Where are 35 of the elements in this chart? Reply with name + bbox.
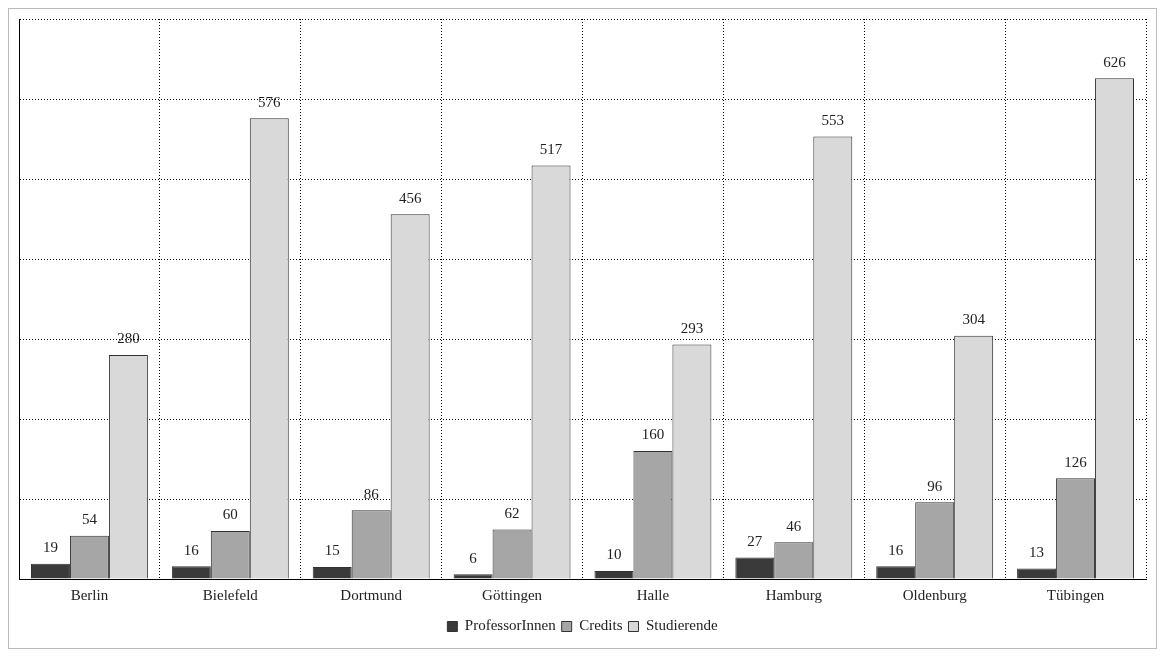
data-label: 160 <box>641 426 665 443</box>
data-label: 54 <box>81 511 98 528</box>
data-label: 304 <box>962 311 986 328</box>
legend-label: ProfessorInnen <box>464 617 557 634</box>
data-label: 517 <box>539 140 563 157</box>
data-label: 19 <box>42 539 58 556</box>
data-label: 15 <box>324 542 340 559</box>
data-label: 10 <box>606 546 622 563</box>
data-label: 13 <box>1029 544 1045 561</box>
x-tick-label: Tübingen <box>1046 586 1105 603</box>
x-tick-label: Hamburg <box>765 586 823 603</box>
data-label: 86 <box>363 485 380 502</box>
legend-label: Credits <box>579 617 623 634</box>
data-label: 27 <box>747 532 763 549</box>
x-tick-label: Halle <box>636 586 670 603</box>
data-label: 126 <box>1064 453 1088 470</box>
data-label: 626 <box>1103 53 1127 70</box>
data-label: 60 <box>222 506 238 523</box>
data-label: 293 <box>680 320 704 337</box>
x-tick-label: Oldenburg <box>902 586 968 603</box>
data-label: 576 <box>258 93 282 110</box>
x-tick-label: Bielefeld <box>202 586 259 603</box>
x-tick-label: Berlin <box>70 586 109 603</box>
data-label: 456 <box>398 189 422 206</box>
data-label: 46 <box>786 517 802 534</box>
data-label: 96 <box>927 477 943 494</box>
data-label: 280 <box>117 330 140 347</box>
data-label: 16 <box>183 541 200 558</box>
data-label: 6 <box>469 549 478 566</box>
x-tick-label: Göttingen <box>482 586 543 603</box>
data-label: 62 <box>504 504 520 521</box>
legend-label: Studierende <box>646 617 718 634</box>
data-label: 16 <box>888 541 904 558</box>
x-tick-label: Dortmund <box>340 586 403 603</box>
data-label: 553 <box>821 112 845 129</box>
